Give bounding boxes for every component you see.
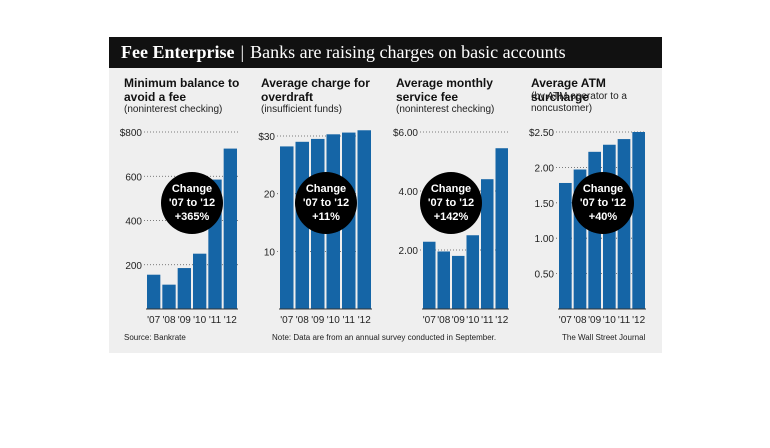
chart-3-change-bubble xyxy=(420,172,482,234)
footer-source: Source: Bankrate xyxy=(124,333,186,342)
chart-3-bar xyxy=(452,255,465,309)
chart-1-y-tick-label: $800 xyxy=(120,128,143,139)
chart-3-change-label: +142% xyxy=(434,211,469,223)
chart-4-change-label: Change xyxy=(583,183,623,195)
panel-1-subtitle: (noninterest checking) xyxy=(124,104,223,115)
chart-1-bar xyxy=(177,268,191,309)
chart-2-y-tick-label: $30 xyxy=(258,132,275,143)
chart-1-bar xyxy=(162,284,176,309)
header-bar: Fee Enterprise | Banks are raising charg… xyxy=(109,37,662,68)
chart-3-bar xyxy=(423,241,436,309)
chart-4-x-tick-label: '12 xyxy=(632,315,645,326)
chart-2-change-label: Change xyxy=(306,183,346,195)
chart-1-bar xyxy=(193,253,207,309)
chart-1-change-bubble xyxy=(161,172,223,234)
chart-3-y-tick-label: $6.00 xyxy=(393,128,418,139)
chart-3-bar xyxy=(495,148,508,309)
chart-1-x-tick-label: '12 xyxy=(224,315,237,326)
chart-4-y-tick-label: 2.00 xyxy=(535,163,555,174)
chart-4-x-tick-label: '10 xyxy=(603,315,616,326)
chart-4-bar xyxy=(632,132,645,309)
chart-1-change-label: +365% xyxy=(175,211,210,223)
header-title: Banks are raising charges on basic accou… xyxy=(250,42,566,62)
chart-1-y-tick-label: 600 xyxy=(125,172,142,183)
chart-3-x-tick-label: '10 xyxy=(466,315,479,326)
chart-4-y-tick-label: $2.50 xyxy=(529,128,554,139)
chart-3-x-tick-label: '12 xyxy=(495,315,508,326)
chart-4-y-tick-label: 1.50 xyxy=(535,199,555,210)
panel-2-subtitle: (insufficient funds) xyxy=(261,104,342,115)
chart-4-change-label: +40% xyxy=(589,211,618,223)
chart-1-change-label: '07 to '12 xyxy=(169,197,215,209)
header-title-bold: Fee Enterprise xyxy=(121,42,235,62)
chart-3-x-tick-label: '09 xyxy=(452,315,465,326)
chart-4-bar xyxy=(559,182,572,309)
footer-credit: The Wall Street Journal xyxy=(562,333,646,342)
chart-3-x-tick-label: '08 xyxy=(437,315,450,326)
chart-2-change-label: '07 to '12 xyxy=(303,197,349,209)
panel-3-subtitle: (noninterest checking) xyxy=(396,104,495,115)
chart-1-bar xyxy=(147,274,161,309)
panel-2-title: Average charge for overdraft xyxy=(261,76,370,104)
chart-4-x-tick-label: '08 xyxy=(573,315,586,326)
chart-2-x-tick-label: '09 xyxy=(311,315,324,326)
chart-4-x-tick-label: '09 xyxy=(588,315,601,326)
panel-4-title: Average ATM surcharge xyxy=(531,76,606,104)
header-separator: | xyxy=(240,42,245,62)
panel-1-title: Minimum balance to avoid a fee xyxy=(124,76,240,104)
chart-1-x-tick-label: '08 xyxy=(162,315,175,326)
chart-2-bar xyxy=(280,146,294,309)
chart-2-x-tick-label: '07 xyxy=(280,315,293,326)
chart-4-change-bubble xyxy=(572,172,634,234)
chart-4-x-tick-label: '11 xyxy=(618,315,631,326)
chart-2-y-tick-label: 10 xyxy=(264,247,276,258)
chart-4-y-tick-label: 1.00 xyxy=(535,234,555,245)
chart-1-x-tick-label: '10 xyxy=(193,315,206,326)
panel-3-title: Average monthly service fee xyxy=(396,76,493,104)
chart-1-x-tick-label: '07 xyxy=(147,315,160,326)
chart-3-bar xyxy=(481,179,494,309)
chart-4-change-label: '07 to '12 xyxy=(580,197,626,209)
chart-2-change-bubble xyxy=(295,172,357,234)
chart-2-x-tick-label: '10 xyxy=(327,315,340,326)
chart-2-y-tick-label: 20 xyxy=(264,190,276,201)
chart-4-x-tick-label: '07 xyxy=(559,315,572,326)
panel-4-subtitle: (by ATM operator to a noncustomer) xyxy=(531,91,627,114)
chart-4-y-tick-label: 0.50 xyxy=(535,270,555,281)
chart-3-x-tick-label: '07 xyxy=(423,315,436,326)
chart-3-bar xyxy=(466,235,479,309)
chart-2-change-label: +11% xyxy=(312,211,340,223)
chart-1-change-label: Change xyxy=(172,183,212,195)
chart-2-bar xyxy=(357,130,371,309)
chart-2-x-tick-label: '08 xyxy=(296,315,309,326)
chart-1-y-tick-label: 400 xyxy=(125,217,142,228)
chart-3-x-tick-label: '11 xyxy=(481,315,494,326)
chart-1-bar xyxy=(223,148,237,309)
chart-2-x-tick-label: '12 xyxy=(358,315,371,326)
chart-1-x-tick-label: '09 xyxy=(178,315,191,326)
chart-1-y-tick-label: 200 xyxy=(125,261,142,272)
chart-3-bar xyxy=(437,251,450,309)
chart-1-x-tick-label: '11 xyxy=(209,315,222,326)
chart-3-change-label: '07 to '12 xyxy=(428,197,474,209)
chart-3-change-label: Change xyxy=(431,183,471,195)
footer-note: Note: Data are from an annual survey con… xyxy=(272,333,497,342)
chart-2-x-tick-label: '11 xyxy=(343,315,356,326)
chart-3-y-tick-label: 2.00 xyxy=(399,246,419,257)
chart-3-y-tick-label: 4.00 xyxy=(399,187,419,198)
